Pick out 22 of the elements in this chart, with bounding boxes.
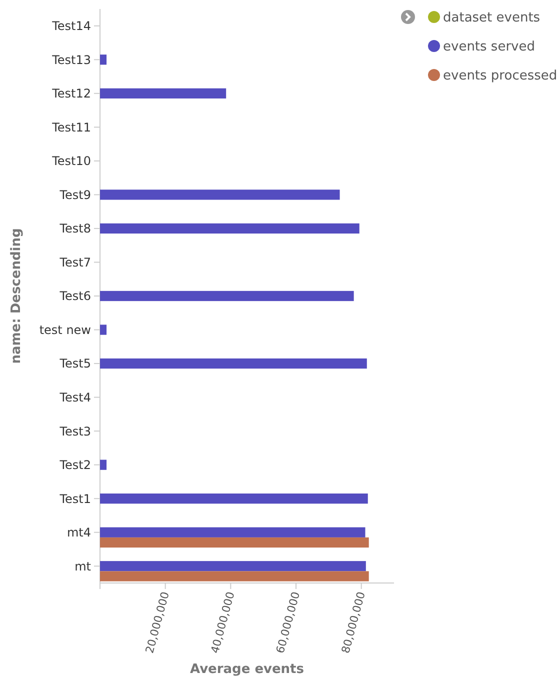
y-tick-label: Test2 [58,458,91,472]
y-tick-label: mt4 [66,526,91,540]
y-tick-label: Test11 [51,120,91,134]
y-tick-label: Test3 [58,424,91,438]
y-tick-label: Test1 [58,492,91,506]
legend-label: events processed [443,68,558,84]
y-tick-label: Test8 [58,222,91,236]
y-tick-label: mt [74,559,92,574]
x-axis-title: Average events [190,662,304,677]
y-tick-label: Test5 [58,356,91,371]
y-tick-label: Test6 [58,289,91,304]
y-axis-title: name: Descending [9,228,24,364]
legend-label: dataset events [443,10,540,26]
y-tick-label: Test12 [51,86,91,101]
y-tick-label: Test10 [51,154,91,168]
y-tick-label: test new [39,322,92,337]
y-tick-label: Test4 [58,390,91,404]
y-tick-label: Test9 [58,188,91,202]
legend-label: events served [443,40,535,55]
y-tick-label: Test13 [51,52,91,67]
y-tick-label: Test7 [58,255,91,270]
y-tick-label: Test14 [51,19,91,34]
